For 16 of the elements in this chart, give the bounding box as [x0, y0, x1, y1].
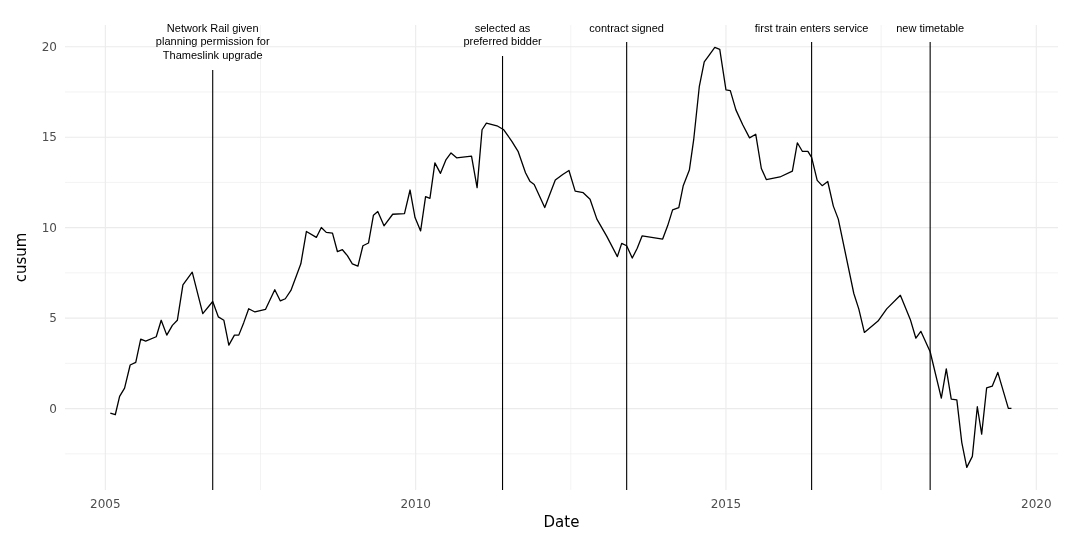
ref-line-label: selected as preferred bidder	[463, 21, 542, 48]
ref-line-label: Network Rail given planning permission for Thameslink upgrade	[155, 21, 270, 61]
ref-line-label: first train enters service	[754, 21, 869, 34]
y-tick-label: 15	[41, 130, 57, 145]
x-tick-label: 2020	[1021, 497, 1052, 511]
y-tick-label: 10	[41, 220, 57, 235]
x-tick-label: 2010	[400, 497, 431, 511]
y-tick-label: 20	[41, 39, 57, 54]
y-tick-label: 5	[49, 311, 57, 326]
y-axis-title: cusum	[12, 232, 30, 283]
x-tick-label: 2015	[710, 497, 742, 511]
x-axis-title: Date	[543, 513, 580, 531]
ref-line-label: contract signed	[589, 21, 664, 34]
x-tick-label: 2005	[90, 497, 121, 511]
y-tick-label: 0	[49, 401, 57, 416]
ref-line-label: new timetable	[896, 21, 965, 34]
